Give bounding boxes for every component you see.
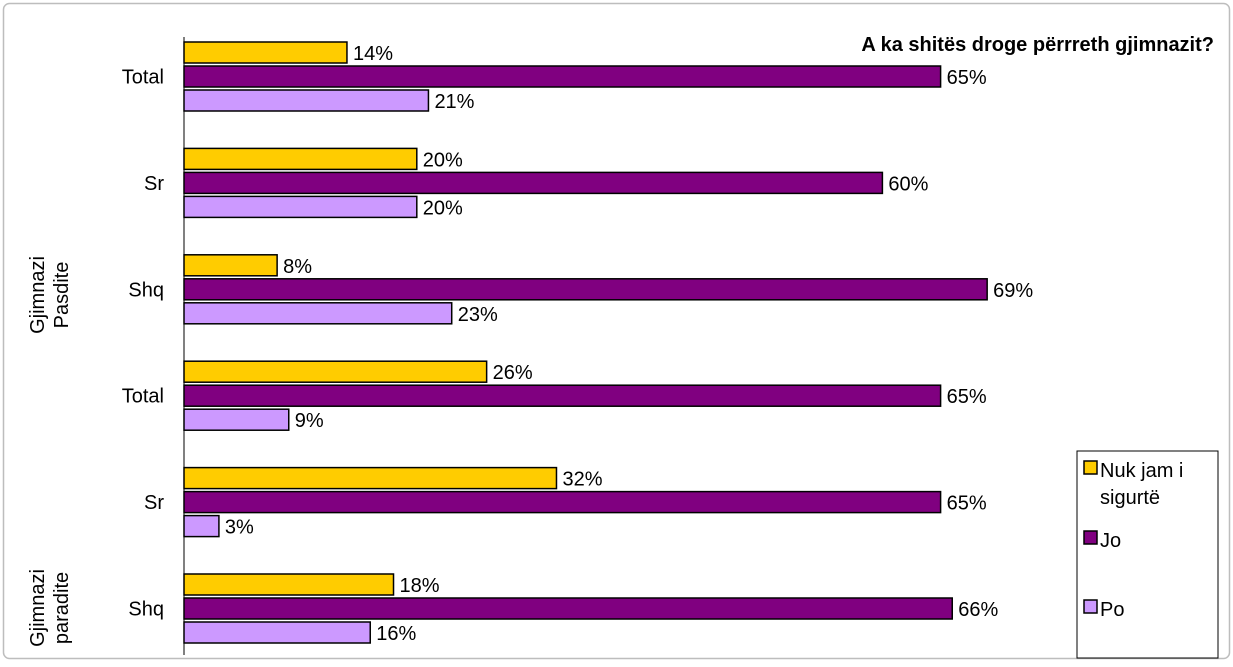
bar <box>183 408 290 431</box>
data-label: 69% <box>993 280 1033 302</box>
legend-box <box>1076 450 1219 659</box>
group-label-line: Gjimnazi <box>27 569 49 647</box>
bar <box>183 65 942 88</box>
data-label: 9% <box>295 410 324 432</box>
data-label: 23% <box>458 304 498 326</box>
bar <box>183 384 942 407</box>
legend: Nuk jam i sigurtë Jo Po <box>1076 450 1219 659</box>
bar <box>183 466 558 490</box>
bar <box>183 89 430 112</box>
category-label: Total <box>122 386 164 408</box>
bar <box>183 195 418 219</box>
bar <box>183 254 278 277</box>
bars-layer <box>183 41 988 644</box>
legend-swatch <box>1083 599 1098 614</box>
bar <box>183 302 453 325</box>
bar <box>183 278 988 301</box>
category-label: Total <box>122 67 164 89</box>
data-label: 65% <box>947 493 987 515</box>
legend-swatch <box>1083 460 1098 475</box>
group-label-line: Gjimnazi <box>27 256 49 334</box>
legend-label-line: Nuk jam i <box>1100 460 1183 482</box>
bar <box>183 171 884 195</box>
data-label: 14% <box>353 43 393 65</box>
data-label: 16% <box>376 623 416 645</box>
legend-label-line: sigurtë <box>1100 487 1160 509</box>
legend-label: Jo <box>1100 530 1121 552</box>
legend-label-line: Jo <box>1100 530 1121 552</box>
data-label: 18% <box>400 575 440 597</box>
data-label: 3% <box>225 517 254 539</box>
category-label: Sr <box>144 492 164 514</box>
data-label: 60% <box>888 173 928 195</box>
bar <box>183 597 953 620</box>
data-label: 65% <box>947 67 987 89</box>
bar <box>183 147 418 171</box>
group-label: Gjimnazi Pasdite <box>27 256 73 334</box>
data-label: 20% <box>423 149 463 171</box>
data-label: 32% <box>562 469 602 491</box>
bar <box>183 41 348 64</box>
group-label-line: paradite <box>51 572 73 644</box>
legend-label: Po <box>1100 599 1124 621</box>
group-label-line: Pasdite <box>51 262 73 329</box>
legend-label: Nuk jam i sigurtë <box>1100 460 1183 509</box>
data-label: 21% <box>434 91 474 113</box>
data-label: 66% <box>958 599 998 621</box>
bar <box>183 573 395 596</box>
labels-layer: Total 14% 65% 21% Sr 20% 60% 20% Shq 8% 69% 23% Tota… <box>27 43 1033 647</box>
data-label: 26% <box>493 362 533 384</box>
bar <box>183 490 942 514</box>
legend-swatch <box>1083 530 1098 545</box>
category-label: Shq <box>128 599 164 621</box>
category-label: Sr <box>144 173 164 195</box>
data-label: 20% <box>423 197 463 219</box>
bar <box>183 621 371 644</box>
group-label: Gjimnazi paradite <box>27 569 73 647</box>
bar <box>183 514 220 538</box>
data-label: 65% <box>947 386 987 408</box>
legend-label-line: Po <box>1100 599 1124 621</box>
bar <box>183 360 488 383</box>
category-label: Shq <box>128 279 164 301</box>
data-label: 8% <box>283 256 312 278</box>
chart-title: A ka shitës droge përrreth gjimnazit? <box>861 34 1214 56</box>
